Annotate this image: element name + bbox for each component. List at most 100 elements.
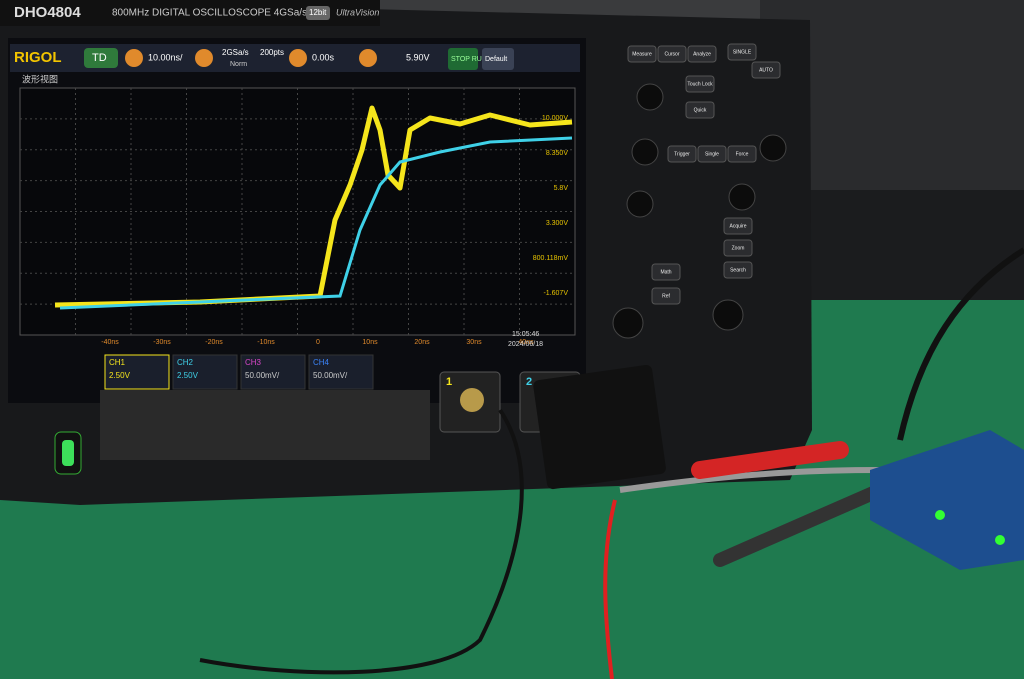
led: [935, 510, 945, 520]
panel-button-label[interactable]: Ref: [662, 293, 670, 299]
clock-time: 15:05:46: [512, 331, 539, 338]
t-label: 30ns: [466, 339, 482, 346]
t-label: -10ns: [257, 339, 275, 346]
panel-button[interactable]: [627, 45, 657, 63]
panel-button-label[interactable]: Search: [730, 267, 746, 273]
ch1-trace: [54, 105, 573, 308]
panel-button[interactable]: [723, 217, 753, 235]
panel-button[interactable]: [657, 45, 687, 63]
trigger-level: 5.90V: [406, 52, 430, 62]
panel-button-label[interactable]: Force: [736, 151, 749, 157]
channel-name: CH1: [109, 358, 126, 367]
panel-button[interactable]: [687, 45, 717, 63]
knob[interactable]: [759, 134, 787, 162]
tech: UltraVision: [336, 7, 379, 17]
window-title: 波形视图: [22, 73, 58, 84]
default[interactable]: Default: [485, 56, 507, 63]
ch2-trace: [59, 136, 573, 310]
port-number: 2: [526, 376, 532, 388]
mode-badge: [84, 48, 118, 68]
channel-scale: 2.50V: [177, 371, 199, 380]
delay: 0.00s: [312, 52, 335, 62]
t-label: -20ns: [205, 339, 223, 346]
panel-button-label[interactable]: Quick: [694, 107, 707, 113]
panel-button-label[interactable]: Trigger: [674, 151, 690, 157]
panel-button[interactable]: [651, 287, 681, 305]
cable: [619, 467, 881, 493]
probe-body: [713, 483, 887, 567]
channel-box[interactable]: [240, 354, 306, 390]
channel-box[interactable]: [308, 354, 374, 390]
knob[interactable]: [728, 183, 756, 211]
a-icon: [195, 49, 213, 67]
panel-button[interactable]: [751, 61, 781, 79]
panel-button[interactable]: [727, 145, 757, 163]
knob[interactable]: [612, 307, 644, 339]
spec: 800MHz DIGITAL OSCILLOSCOPE 4GSa/s: [112, 8, 307, 19]
control-panel: Measure Cursor Analyze SINGLE AUTO Touch Lock…: [627, 43, 781, 305]
cable: [897, 247, 1024, 441]
knob[interactable]: [636, 83, 664, 111]
v-label: -1.607V: [543, 290, 568, 297]
dut-board: [870, 430, 1024, 570]
knob[interactable]: [631, 138, 659, 166]
panel-button-label[interactable]: Math: [660, 269, 671, 275]
t-label: 10ns: [362, 339, 378, 346]
panel-button-label[interactable]: Single: [705, 151, 719, 157]
panel-button-label[interactable]: Touch Lock: [687, 81, 713, 87]
panel-button[interactable]: [727, 43, 757, 61]
v-label: 3.300V: [546, 220, 569, 227]
panel-button[interactable]: [651, 263, 681, 281]
sample-rate: 2GSa/s: [222, 48, 249, 57]
v-label: 10.000V: [542, 115, 568, 122]
channel-box[interactable]: [172, 354, 238, 390]
panel-button[interactable]: [723, 261, 753, 279]
panel-button-label[interactable]: SINGLE: [733, 49, 752, 55]
grid: 10.000V 8.350V 5.8V 3.300V 800.118mV -1.607V -…: [19, 87, 576, 346]
probe-amp: [533, 364, 666, 490]
points: 200pts: [260, 48, 284, 57]
t-icon: [359, 49, 377, 67]
panel-button[interactable]: [685, 75, 715, 93]
panel-button[interactable]: [723, 239, 753, 257]
channel-scale: 50.00mV/: [245, 371, 280, 380]
run-button[interactable]: [448, 48, 478, 70]
d-icon: [289, 49, 307, 67]
channel-box[interactable]: [104, 354, 170, 390]
port[interactable]: [460, 388, 484, 412]
channel-scale: 2.50V: [109, 371, 131, 380]
power-led: [62, 440, 74, 466]
h-icon: [125, 49, 143, 67]
clock-date: 2024/06/18: [508, 341, 543, 348]
knob[interactable]: [712, 299, 744, 331]
panel-button[interactable]: [697, 145, 727, 163]
panel-button-label[interactable]: Zoom: [732, 245, 745, 251]
knob[interactable]: [626, 190, 654, 218]
cable: [199, 408, 524, 675]
panel-button-label[interactable]: AUTO: [759, 67, 773, 73]
h-scale: 10.00ns/: [148, 52, 183, 62]
mode: TD: [92, 52, 107, 64]
brand: RIGOL: [14, 49, 62, 66]
panel-button[interactable]: [685, 101, 715, 119]
led: [995, 535, 1005, 545]
model: DHO4804: [14, 4, 81, 21]
v-label: 8.350V: [546, 150, 569, 157]
default-button[interactable]: [482, 48, 514, 70]
channel-name: CH4: [313, 358, 330, 367]
panel-button-label[interactable]: Analyze: [693, 51, 711, 57]
panel-button-label[interactable]: Measure: [632, 51, 652, 57]
bits: 12bit: [309, 8, 327, 17]
channel-name: CH2: [177, 358, 194, 367]
acq: Norm: [230, 61, 247, 68]
channel-scale: 50.00mV/: [313, 371, 348, 380]
vent: [100, 390, 430, 460]
run[interactable]: STOP RUN: [451, 56, 487, 63]
v-label: 800.118mV: [533, 255, 569, 262]
panel-button-label[interactable]: Cursor: [664, 51, 679, 57]
panel-button[interactable]: [667, 145, 697, 163]
t-label: -30ns: [153, 339, 171, 346]
panel-button-label[interactable]: Acquire: [730, 223, 747, 229]
